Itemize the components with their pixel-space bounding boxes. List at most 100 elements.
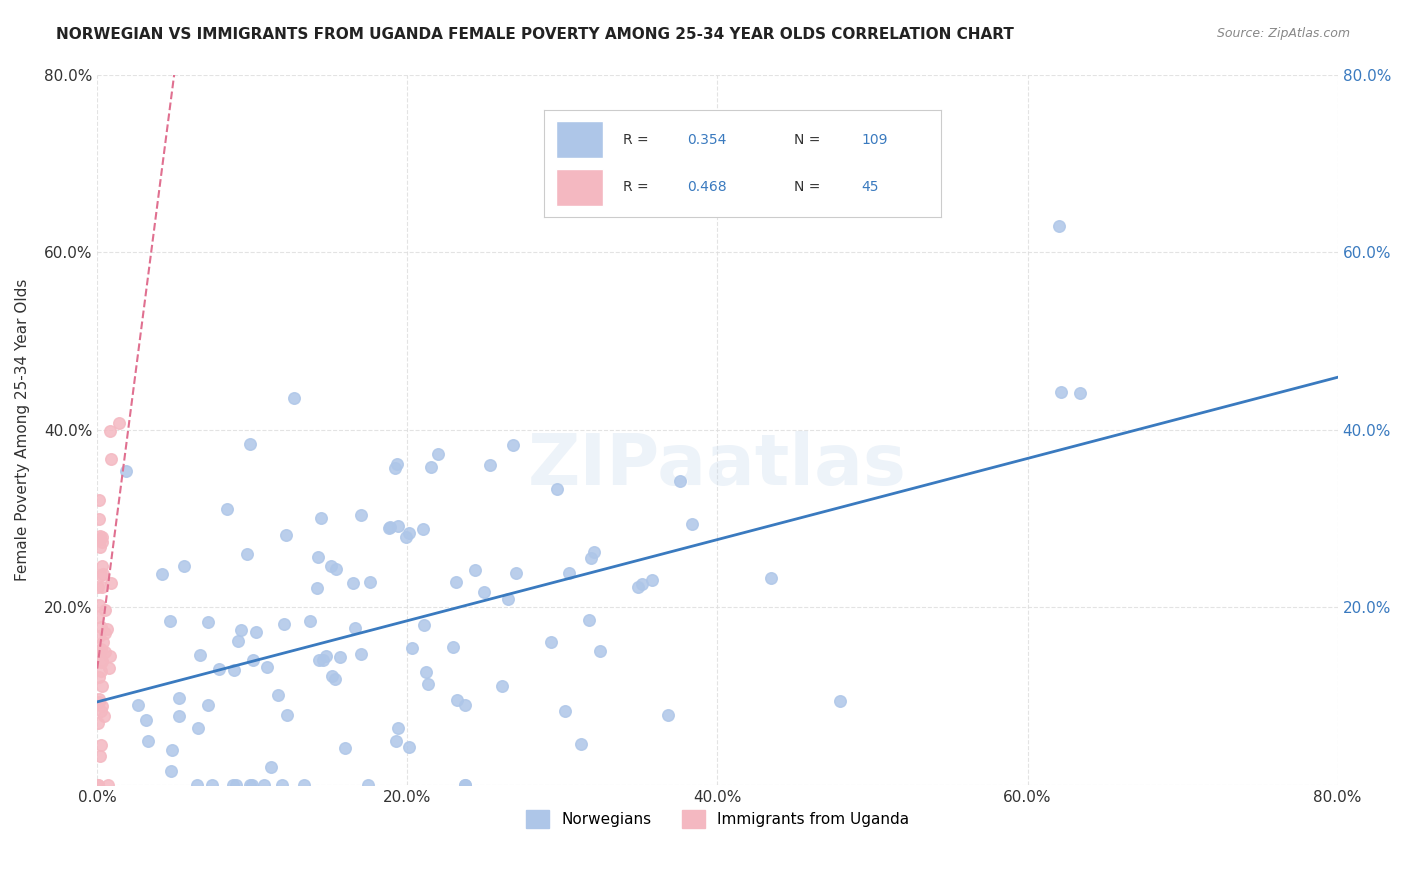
Immigrants from Uganda	[98, 649, 121, 664]
Immigrants from Uganda	[90, 568, 112, 582]
Immigrants from Uganda	[100, 576, 122, 591]
Immigrants from Uganda	[91, 567, 114, 582]
Norwegians	[159, 614, 181, 628]
Immigrants from Uganda	[94, 602, 117, 616]
Immigrants from Uganda	[91, 580, 114, 594]
Norwegians	[357, 778, 380, 792]
Norwegians	[558, 566, 581, 581]
Norwegians	[239, 778, 262, 792]
Norwegians	[115, 465, 138, 479]
Immigrants from Uganda	[89, 529, 111, 543]
Norwegians	[217, 502, 239, 516]
Norwegians	[478, 458, 501, 473]
Immigrants from Uganda	[97, 778, 120, 792]
Norwegians	[315, 648, 337, 663]
Immigrants from Uganda	[89, 748, 111, 763]
Norwegians	[312, 653, 335, 667]
Norwegians	[415, 665, 437, 680]
Norwegians	[321, 558, 343, 573]
Immigrants from Uganda	[90, 530, 112, 544]
Norwegians	[267, 688, 290, 702]
Norwegians	[387, 458, 409, 472]
Norwegians	[631, 576, 654, 591]
Norwegians	[398, 526, 420, 541]
Norwegians	[401, 641, 423, 656]
Immigrants from Uganda	[87, 694, 110, 708]
Immigrants from Uganda	[89, 644, 111, 658]
Norwegians	[641, 573, 664, 587]
Norwegians	[378, 521, 401, 535]
Norwegians	[226, 634, 249, 648]
Immigrants from Uganda	[90, 656, 112, 670]
Norwegians	[583, 545, 606, 559]
Immigrants from Uganda	[96, 622, 118, 636]
Immigrants from Uganda	[98, 660, 121, 674]
Norwegians	[273, 617, 295, 632]
Immigrants from Uganda	[87, 580, 110, 594]
Norwegians	[444, 574, 467, 589]
Norwegians	[283, 392, 305, 406]
Legend: Norwegians, Immigrants from Uganda: Norwegians, Immigrants from Uganda	[520, 804, 915, 834]
Norwegians	[186, 778, 208, 792]
Norwegians	[657, 707, 679, 722]
Norwegians	[160, 764, 183, 778]
Norwegians	[419, 460, 441, 475]
Norwegians	[308, 653, 330, 667]
Immigrants from Uganda	[94, 626, 117, 640]
Norwegians	[502, 438, 524, 452]
Norwegians	[759, 570, 782, 584]
Norwegians	[325, 562, 347, 576]
Norwegians	[235, 547, 257, 561]
Norwegians	[162, 743, 184, 757]
Immigrants from Uganda	[87, 610, 110, 624]
Norwegians	[441, 640, 464, 654]
Norwegians	[384, 734, 406, 748]
Norwegians	[239, 437, 262, 451]
Norwegians	[828, 694, 851, 708]
Norwegians	[299, 614, 322, 628]
Norwegians	[344, 621, 367, 635]
Text: NORWEGIAN VS IMMIGRANTS FROM UGANDA FEMALE POVERTY AMONG 25-34 YEAR OLDS CORRELA: NORWEGIAN VS IMMIGRANTS FROM UGANDA FEMA…	[56, 27, 1014, 42]
Norwegians	[242, 652, 264, 666]
Norwegians	[472, 585, 495, 599]
Norwegians	[167, 708, 190, 723]
Norwegians	[349, 508, 371, 522]
Norwegians	[454, 698, 477, 712]
Norwegians	[579, 551, 602, 566]
Norwegians	[342, 576, 364, 591]
Norwegians	[446, 693, 468, 707]
Immigrants from Uganda	[91, 635, 114, 649]
Norwegians	[427, 447, 450, 461]
Norwegians	[187, 721, 209, 735]
Norwegians	[1069, 385, 1091, 400]
Norwegians	[454, 778, 477, 792]
Immigrants from Uganda	[87, 692, 110, 706]
Immigrants from Uganda	[90, 620, 112, 634]
Norwegians	[412, 522, 434, 536]
Immigrants from Uganda	[94, 645, 117, 659]
Norwegians	[197, 615, 219, 629]
Immigrants from Uganda	[87, 778, 110, 792]
Norwegians	[416, 677, 439, 691]
Immigrants from Uganda	[90, 698, 112, 713]
Immigrants from Uganda	[90, 559, 112, 574]
Norwegians	[588, 644, 610, 658]
Norwegians	[350, 647, 373, 661]
Norwegians	[491, 679, 513, 693]
Norwegians	[208, 662, 231, 676]
Norwegians	[127, 698, 149, 713]
Immigrants from Uganda	[89, 540, 111, 554]
Text: Source: ZipAtlas.com: Source: ZipAtlas.com	[1216, 27, 1350, 40]
Immigrants from Uganda	[90, 738, 112, 752]
Immigrants from Uganda	[89, 533, 111, 547]
Immigrants from Uganda	[93, 709, 115, 723]
Norwegians	[387, 519, 409, 533]
Immigrants from Uganda	[90, 642, 112, 657]
Norwegians	[496, 592, 519, 607]
Norwegians	[240, 778, 263, 792]
Norwegians	[253, 778, 276, 792]
Norwegians	[505, 566, 527, 581]
Norwegians	[136, 734, 159, 748]
Norwegians	[359, 574, 381, 589]
Norwegians	[384, 460, 406, 475]
